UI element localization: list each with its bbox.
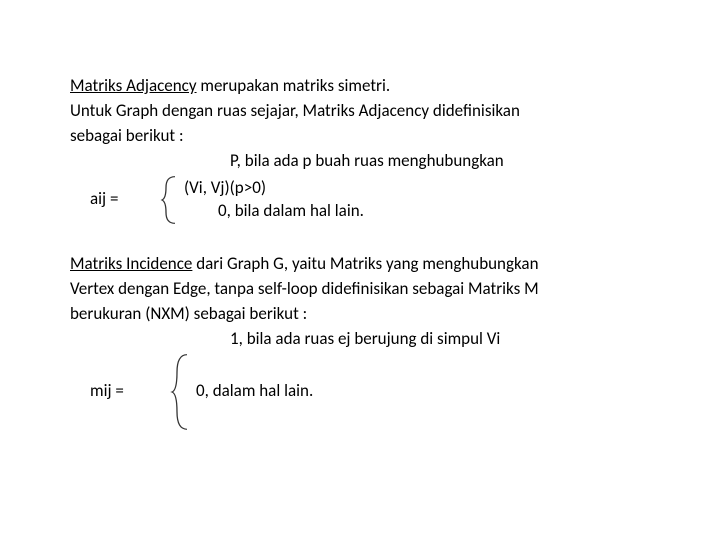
adjacency-cases: (Vi, Vj)(p>0) 0, bila dalam hal lain. (178, 175, 364, 225)
adjacency-case2: 0, bila dalam hal lain. (178, 200, 364, 223)
incidence-line1: Matriks Incidence dari Graph G, yaitu Ma… (70, 253, 650, 276)
incidence-block: Matriks Incidence dari Graph G, yaitu Ma… (70, 253, 650, 431)
incidence-label: mij = (70, 380, 170, 403)
adjacency-line2: Untuk Graph dengan ruas sejajar, Matriks… (70, 100, 650, 123)
adjacency-title: Matriks Adjacency (70, 75, 197, 96)
incidence-case2: 0, dalam hal lain. (190, 380, 313, 403)
adjacency-line1: Matriks Adjacency merupakan matriks sime… (70, 75, 650, 98)
slide-content: Matriks Adjacency merupakan matriks sime… (0, 0, 720, 431)
incidence-case1-leading: 1, bila ada ruas ej berujung di simpul V… (70, 328, 650, 351)
curly-brace-icon (160, 175, 178, 225)
adjacency-line1-rest: merupakan matriks simetri. (197, 75, 391, 96)
incidence-definition: mij = 0, dalam hal lain. (70, 353, 650, 431)
incidence-title: Matriks Incidence (70, 253, 192, 274)
adjacency-case1-text: P, bila ada p buah ruas menghubungkan (230, 150, 504, 171)
adjacency-case1-leading: P, bila ada p buah ruas menghubungkan (70, 150, 650, 173)
adjacency-block: Matriks Adjacency merupakan matriks sime… (70, 75, 650, 225)
incidence-line1-rest: dari Graph G, yaitu Matriks yang menghub… (192, 253, 538, 274)
adjacency-brace-wrap: (Vi, Vj)(p>0) 0, bila dalam hal lain. (160, 175, 364, 225)
incidence-line3: berukuran (NXM) sebagai berikut : (70, 303, 650, 326)
incidence-cases: 0, dalam hal lain. (190, 353, 313, 431)
adjacency-definition: aij = (Vi, Vj)(p>0) 0, bila dalam hal la… (70, 175, 650, 225)
incidence-brace-wrap: 0, dalam hal lain. (170, 353, 313, 431)
adjacency-line3: sebagai berikut : (70, 125, 650, 148)
incidence-case1-text: 1, bila ada ruas ej berujung di simpul V… (230, 328, 500, 349)
adjacency-case-mid: (Vi, Vj)(p>0) (178, 177, 364, 200)
curly-brace-icon (170, 353, 190, 431)
adjacency-label: aij = (70, 188, 160, 211)
incidence-line2: Vertex dengan Edge, tanpa self-loop dide… (70, 278, 650, 301)
